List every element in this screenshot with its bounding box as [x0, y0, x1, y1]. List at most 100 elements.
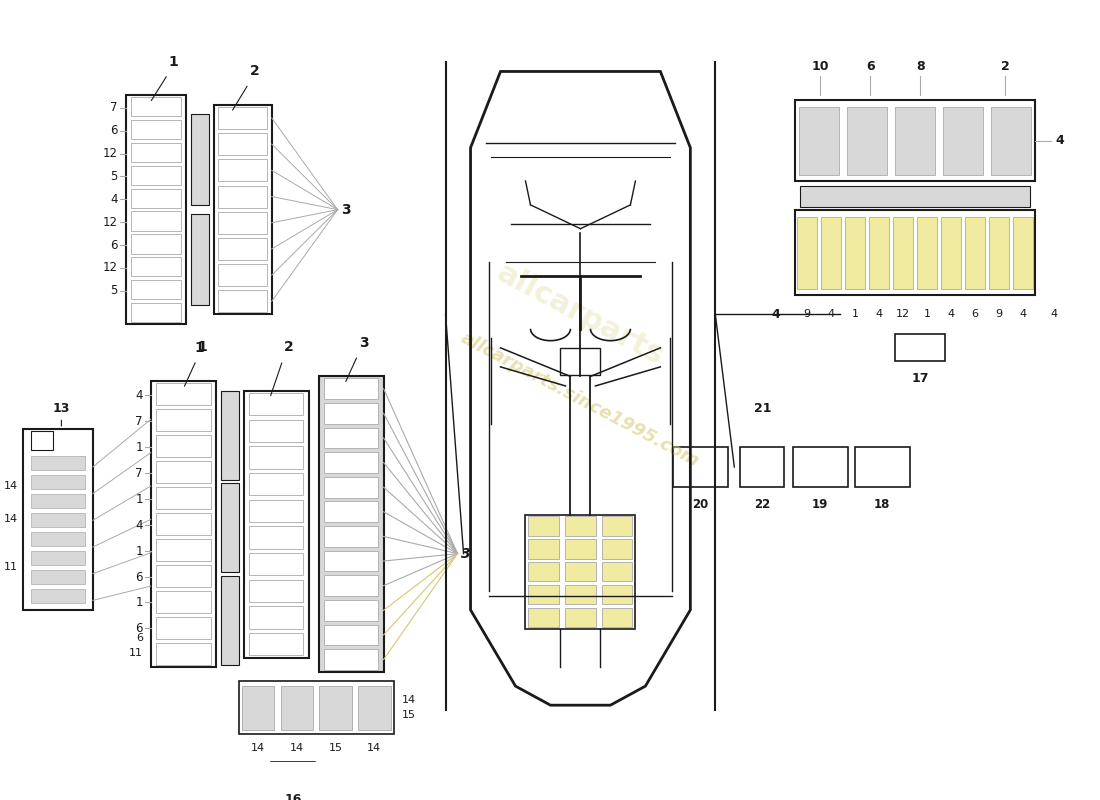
Text: 7: 7 — [135, 467, 143, 480]
Text: 15: 15 — [402, 710, 416, 721]
Text: 14: 14 — [3, 514, 18, 524]
FancyBboxPatch shape — [965, 217, 986, 289]
FancyBboxPatch shape — [799, 106, 839, 174]
Text: 20: 20 — [692, 498, 708, 511]
Text: 13: 13 — [53, 402, 70, 414]
FancyBboxPatch shape — [319, 686, 352, 730]
FancyBboxPatch shape — [822, 217, 842, 289]
Text: 14: 14 — [402, 694, 416, 705]
Text: 11: 11 — [4, 562, 18, 572]
Text: 4: 4 — [110, 193, 118, 206]
FancyBboxPatch shape — [31, 589, 85, 603]
FancyBboxPatch shape — [131, 211, 182, 230]
FancyBboxPatch shape — [565, 585, 596, 604]
FancyBboxPatch shape — [249, 633, 304, 655]
Text: 3: 3 — [461, 546, 470, 561]
FancyBboxPatch shape — [323, 428, 378, 448]
FancyBboxPatch shape — [602, 608, 632, 627]
FancyBboxPatch shape — [847, 106, 888, 174]
FancyBboxPatch shape — [131, 234, 182, 254]
FancyBboxPatch shape — [795, 100, 1035, 181]
FancyBboxPatch shape — [131, 189, 182, 208]
Text: 4: 4 — [947, 309, 955, 318]
Text: 17: 17 — [912, 372, 928, 385]
FancyBboxPatch shape — [528, 517, 559, 536]
Text: 14: 14 — [289, 743, 304, 754]
FancyBboxPatch shape — [31, 532, 85, 546]
FancyBboxPatch shape — [943, 106, 983, 174]
Text: 14: 14 — [367, 743, 382, 754]
Text: 22: 22 — [755, 498, 770, 511]
Text: 2: 2 — [1001, 60, 1010, 74]
Text: 19: 19 — [812, 498, 828, 511]
FancyBboxPatch shape — [989, 217, 1009, 289]
FancyBboxPatch shape — [602, 585, 632, 604]
FancyBboxPatch shape — [23, 429, 92, 610]
FancyBboxPatch shape — [249, 499, 304, 522]
Text: 6: 6 — [866, 60, 874, 74]
Text: 6: 6 — [110, 238, 118, 251]
FancyBboxPatch shape — [156, 514, 210, 535]
Text: allcarparts.since1995.com: allcarparts.since1995.com — [459, 330, 703, 471]
FancyBboxPatch shape — [323, 477, 378, 498]
FancyBboxPatch shape — [156, 462, 210, 483]
FancyBboxPatch shape — [526, 514, 636, 629]
Text: 4: 4 — [1020, 309, 1026, 318]
FancyBboxPatch shape — [323, 649, 378, 670]
FancyBboxPatch shape — [323, 526, 378, 546]
FancyBboxPatch shape — [1013, 217, 1033, 289]
FancyBboxPatch shape — [213, 105, 272, 314]
Text: 1: 1 — [924, 309, 931, 318]
FancyBboxPatch shape — [602, 539, 632, 558]
Text: 11: 11 — [129, 648, 143, 658]
FancyBboxPatch shape — [219, 290, 267, 312]
FancyBboxPatch shape — [131, 303, 182, 322]
FancyBboxPatch shape — [602, 562, 632, 582]
FancyBboxPatch shape — [244, 390, 309, 658]
FancyBboxPatch shape — [323, 575, 378, 596]
Text: 15: 15 — [329, 743, 342, 754]
FancyBboxPatch shape — [855, 447, 910, 487]
Text: 9: 9 — [804, 309, 811, 318]
FancyBboxPatch shape — [249, 580, 304, 602]
FancyBboxPatch shape — [249, 393, 304, 415]
FancyBboxPatch shape — [31, 551, 85, 565]
FancyBboxPatch shape — [190, 114, 209, 205]
FancyBboxPatch shape — [893, 217, 913, 289]
FancyBboxPatch shape — [917, 217, 937, 289]
FancyBboxPatch shape — [323, 600, 378, 621]
Text: 2: 2 — [284, 341, 294, 354]
FancyBboxPatch shape — [561, 348, 601, 374]
FancyBboxPatch shape — [895, 106, 935, 174]
FancyBboxPatch shape — [280, 686, 314, 730]
Text: 14: 14 — [3, 481, 18, 491]
FancyBboxPatch shape — [131, 280, 182, 299]
FancyBboxPatch shape — [131, 97, 182, 116]
Text: allcarparts: allcarparts — [492, 258, 669, 370]
FancyBboxPatch shape — [249, 419, 304, 442]
FancyBboxPatch shape — [323, 550, 378, 571]
FancyBboxPatch shape — [991, 106, 1031, 174]
FancyBboxPatch shape — [242, 686, 274, 730]
FancyBboxPatch shape — [31, 513, 85, 527]
FancyBboxPatch shape — [125, 95, 186, 324]
Text: 21: 21 — [754, 402, 771, 414]
FancyBboxPatch shape — [156, 435, 210, 457]
FancyBboxPatch shape — [323, 502, 378, 522]
Text: 4: 4 — [1050, 309, 1057, 318]
FancyBboxPatch shape — [31, 455, 85, 470]
Text: 4: 4 — [876, 309, 883, 318]
Text: 6: 6 — [135, 622, 143, 634]
FancyBboxPatch shape — [565, 562, 596, 582]
Text: 6: 6 — [971, 309, 979, 318]
FancyBboxPatch shape — [219, 159, 267, 182]
FancyBboxPatch shape — [239, 682, 394, 734]
FancyBboxPatch shape — [131, 120, 182, 139]
Text: 8: 8 — [916, 60, 924, 74]
FancyBboxPatch shape — [323, 625, 378, 646]
Text: 5: 5 — [110, 284, 118, 298]
FancyBboxPatch shape — [219, 212, 267, 234]
FancyBboxPatch shape — [358, 686, 390, 730]
FancyBboxPatch shape — [565, 608, 596, 627]
FancyBboxPatch shape — [319, 377, 384, 672]
